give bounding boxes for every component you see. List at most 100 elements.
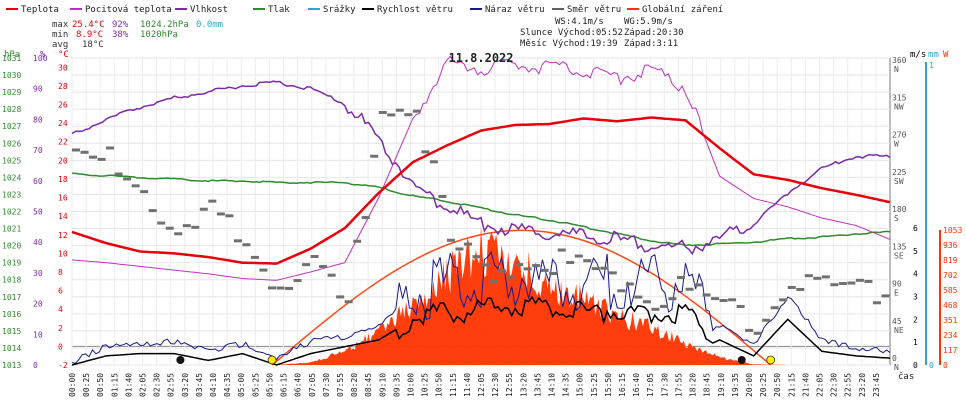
stats-avg-label: avg bbox=[52, 40, 68, 50]
unit-ms: m/s bbox=[910, 50, 926, 60]
wind-direction-mark bbox=[847, 281, 856, 285]
series-feels-like-line bbox=[71, 55, 891, 281]
series-humidity-line bbox=[71, 80, 891, 256]
wind-direction-mark bbox=[617, 289, 626, 293]
wind-direction-mark bbox=[174, 232, 183, 236]
tick-label-humidity: 10 bbox=[33, 330, 43, 339]
tick-label-pressure: 1023 bbox=[2, 190, 21, 199]
wind-direction-mark bbox=[821, 275, 830, 279]
wind-direction-mark bbox=[728, 298, 737, 302]
tick-label-temperature: 16 bbox=[58, 194, 68, 203]
tick-label-time: 01:40 bbox=[124, 373, 133, 397]
wind-direction-mark bbox=[353, 239, 362, 243]
wind-direction-mark bbox=[404, 113, 413, 117]
info-block: WS:4.1m/s WG:5.9m/s Slunce Východ:05:52 … bbox=[520, 17, 684, 49]
sunrise-marker bbox=[267, 355, 277, 365]
legend-item-label: Vlhkost bbox=[190, 5, 228, 15]
tick-label-wind: 6 bbox=[913, 224, 918, 233]
tick-label-time: 06:40 bbox=[294, 373, 303, 397]
wind-direction-mark bbox=[625, 282, 634, 286]
radiation-measured-area bbox=[72, 226, 890, 365]
tick-label-radiation: 819 bbox=[943, 256, 958, 265]
wind-direction-mark bbox=[242, 243, 251, 247]
wind-direction-mark bbox=[864, 279, 873, 283]
tick-label-pressure: 1024 bbox=[2, 173, 21, 182]
tick-label-direction-deg: 180 bbox=[892, 205, 907, 214]
tick-label-pressure: 1027 bbox=[2, 122, 21, 131]
tick-label-wind: 2 bbox=[913, 315, 918, 324]
tick-label-time: 12:30 bbox=[491, 373, 500, 397]
wind-direction-mark bbox=[881, 294, 890, 298]
wind-direction-mark bbox=[532, 264, 541, 268]
wind-direction-mark bbox=[319, 265, 328, 269]
tick-label-direction-deg: 135 bbox=[892, 242, 907, 251]
axes: 1013101410151016101710181019102010211022… bbox=[2, 54, 962, 397]
wind-direction-mark bbox=[642, 300, 651, 304]
wind-direction-mark bbox=[310, 254, 319, 258]
tick-label-wind: 5 bbox=[913, 247, 918, 256]
tick-label-radiation: 0 bbox=[943, 361, 948, 370]
tick-label-humidity: 0 bbox=[33, 361, 38, 370]
tick-label-temperature: 12 bbox=[58, 231, 68, 240]
tick-label-pressure: 1020 bbox=[2, 242, 21, 251]
wind-direction-mark bbox=[770, 306, 779, 310]
tick-label-temperature: 6 bbox=[58, 287, 63, 296]
tick-label-time: 19:35 bbox=[731, 373, 740, 397]
wind-direction-mark bbox=[685, 287, 694, 291]
tick-label-pressure: 1016 bbox=[2, 310, 21, 319]
wind-direction-mark bbox=[157, 221, 166, 225]
tick-label-time: 10:50 bbox=[435, 373, 444, 397]
tick-label-time: 09:35 bbox=[392, 373, 401, 397]
wind-direction-mark bbox=[123, 177, 132, 181]
tick-label-humidity: 30 bbox=[33, 269, 43, 278]
tick-label-pressure: 1026 bbox=[2, 139, 21, 148]
tick-label-direction-deg: 45 bbox=[892, 317, 902, 326]
tick-label-time: 09:10 bbox=[378, 373, 387, 397]
stats-min-hum: 38% bbox=[112, 30, 129, 40]
wind-direction-mark bbox=[549, 272, 558, 276]
wind-direction-mark bbox=[131, 184, 140, 188]
wind-direction-mark bbox=[481, 263, 489, 267]
tick-label-pressure: 1013 bbox=[2, 361, 21, 370]
tick-label-direction-name: N bbox=[894, 363, 899, 372]
tick-label-pressure: 1030 bbox=[2, 71, 21, 80]
stats-block: max 25.4°C 92% 1024.2hPa 0.0mm min 8.9°C… bbox=[52, 20, 223, 50]
wind-direction-mark bbox=[216, 212, 225, 216]
tick-label-radiation: 117 bbox=[943, 346, 958, 355]
wind-direction-mark bbox=[191, 225, 200, 229]
tick-label-humidity: 20 bbox=[33, 300, 43, 309]
wind-direction-mark bbox=[523, 267, 532, 271]
tick-label-radiation: 585 bbox=[943, 286, 958, 295]
unit-cas: čas bbox=[898, 371, 914, 382]
tick-label-direction-name: E bbox=[894, 289, 899, 298]
tick-label-temperature: 24 bbox=[58, 119, 68, 128]
tick-label-direction-name: N bbox=[894, 65, 899, 74]
tick-label-time: 00:25 bbox=[82, 373, 91, 397]
moonset-marker bbox=[176, 356, 185, 364]
wind-direction-mark bbox=[779, 298, 788, 302]
tick-label-pressure: 1018 bbox=[2, 276, 21, 285]
tick-label-pressure: 1017 bbox=[2, 293, 21, 302]
stats-min-press: 1020hPa bbox=[140, 30, 178, 40]
moonrise-marker bbox=[737, 356, 746, 364]
tick-label-time: 02:30 bbox=[153, 373, 162, 397]
tick-label-time: 21:15 bbox=[787, 373, 796, 397]
tick-label-time: 21:40 bbox=[801, 373, 810, 397]
tick-label-humidity: 40 bbox=[33, 238, 43, 247]
tick-label-direction-name: S bbox=[894, 214, 899, 223]
stats-min-label: min bbox=[52, 30, 68, 40]
tick-label-humidity: 60 bbox=[33, 177, 43, 186]
unit-degc: °C bbox=[58, 50, 69, 60]
tick-label-time: 12:05 bbox=[477, 373, 486, 397]
wind-direction-mark bbox=[796, 287, 805, 291]
tick-label-time: 08:45 bbox=[364, 373, 373, 397]
tick-label-time: 13:20 bbox=[519, 373, 528, 397]
tick-label-time: 14:10 bbox=[548, 373, 557, 397]
tick-label-radiation: 1053 bbox=[943, 226, 962, 235]
tick-label-time: 20:00 bbox=[745, 373, 754, 397]
wind-direction-mark bbox=[438, 194, 447, 198]
tick-label-time: 15:50 bbox=[604, 373, 613, 397]
wind-direction-mark bbox=[293, 279, 302, 283]
tick-label-pressure: 1028 bbox=[2, 105, 21, 114]
tick-label-time: 15:00 bbox=[576, 373, 585, 397]
